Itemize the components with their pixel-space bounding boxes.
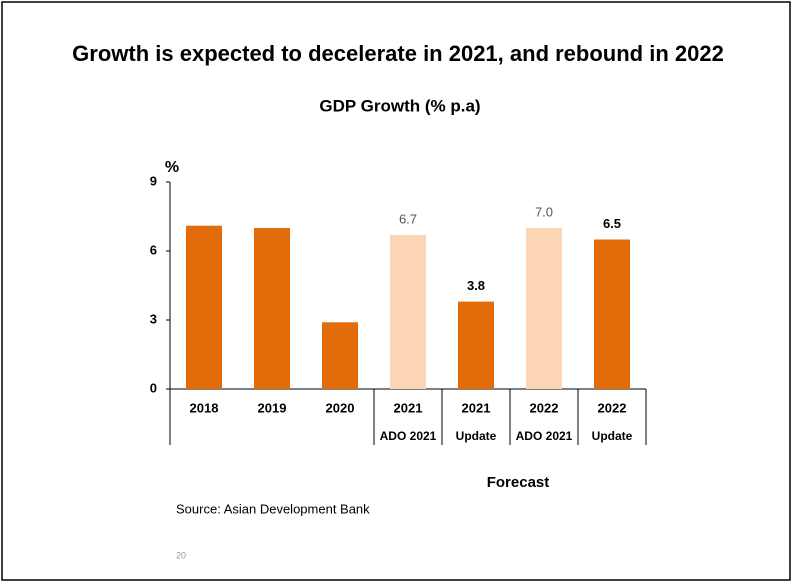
- value-label: 7.0: [535, 204, 553, 219]
- source: Source: Asian Development Bank: [176, 501, 370, 516]
- x-tick-label: 2018: [190, 400, 219, 415]
- y-tick-label: 6: [150, 242, 157, 257]
- x-tick-label: 2022: [598, 400, 627, 415]
- x-sublabel: Update: [456, 429, 497, 443]
- bar: [390, 234, 426, 389]
- x-tick-label: 2022: [530, 400, 559, 415]
- bar: [322, 322, 358, 389]
- y-tick-label: 3: [150, 311, 157, 326]
- bar: [526, 228, 562, 389]
- x-sublabel: Update: [592, 429, 633, 443]
- chart-title: GDP Growth (% p.a): [319, 96, 480, 115]
- y-tick-label: 9: [150, 173, 157, 188]
- bar: [186, 225, 222, 389]
- x-sublabel: ADO 2021: [380, 429, 437, 443]
- y-tick-label: 0: [150, 380, 157, 395]
- page-number: 20: [176, 550, 186, 560]
- bar: [594, 239, 630, 389]
- bar: [458, 301, 494, 389]
- value-label: 6.5: [603, 216, 621, 231]
- bar: [254, 228, 290, 389]
- value-label: 3.8: [467, 278, 485, 293]
- x-tick-label: 2021: [394, 400, 423, 415]
- x-tick-label: 2019: [258, 400, 287, 415]
- x-tick-label: 2021: [462, 400, 491, 415]
- x-tick-label: 2020: [326, 400, 355, 415]
- x-sublabel: ADO 2021: [516, 429, 573, 443]
- slide-title: Growth is expected to decelerate in 2021…: [72, 41, 724, 66]
- value-label: 6.7: [399, 211, 417, 226]
- y-axis-label: %: [165, 159, 179, 176]
- group-label: Forecast: [487, 474, 550, 491]
